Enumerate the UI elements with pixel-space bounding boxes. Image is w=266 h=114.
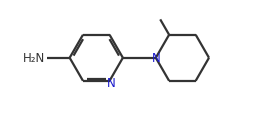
Text: H₂N: H₂N bbox=[23, 52, 45, 65]
Text: N: N bbox=[151, 52, 160, 65]
Text: N: N bbox=[106, 76, 115, 89]
